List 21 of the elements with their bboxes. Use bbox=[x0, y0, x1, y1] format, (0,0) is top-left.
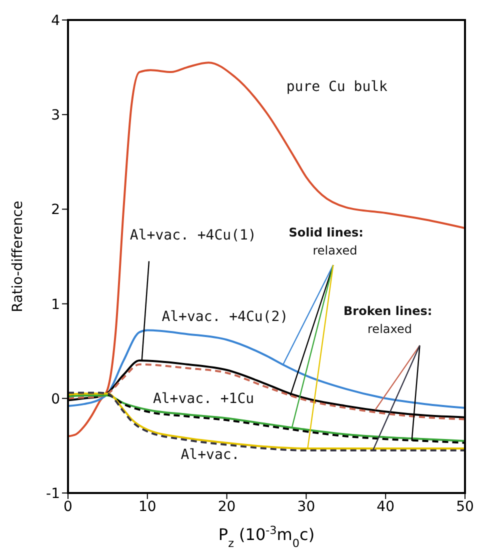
y-tick-label: -1 bbox=[46, 486, 60, 502]
annotation: Broken lines: relaxed bbox=[344, 304, 432, 336]
x-tick-label: 30 bbox=[297, 498, 316, 515]
y-tick-label: 0 bbox=[51, 391, 60, 408]
annotation: Al+vac. +4Cu(1) bbox=[130, 227, 256, 244]
annotation: pure Cu bulk bbox=[286, 78, 388, 95]
annotation: Solid lines: relaxed bbox=[288, 226, 364, 258]
y-tick-label: 4 bbox=[51, 12, 60, 29]
x-tick-label: 0 bbox=[64, 498, 72, 515]
y-tick-label: 2 bbox=[51, 202, 60, 218]
annotation: Al+vac. +4Cu(2) bbox=[162, 308, 288, 325]
y-tick-label: 1 bbox=[51, 296, 60, 313]
x-tick-label: 10 bbox=[138, 498, 156, 515]
annotation: Al+vac. bbox=[180, 446, 240, 463]
y-tick-label: 3 bbox=[51, 108, 60, 124]
x-axis-title: P$_{z}$ (10$^{-3}$m$_{0}$c) bbox=[218, 524, 315, 550]
x-tick-label: 20 bbox=[218, 498, 236, 515]
x-tick-label: 50 bbox=[456, 498, 474, 515]
y-axis-title: Ratio-difference bbox=[10, 200, 26, 312]
annotation: Al+vac. +1Cu bbox=[152, 391, 254, 408]
x-tick-label: 40 bbox=[376, 498, 395, 515]
